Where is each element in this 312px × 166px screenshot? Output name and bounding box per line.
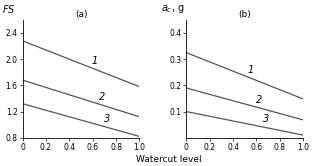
Text: (b): (b) — [238, 10, 251, 19]
Text: (a): (a) — [75, 10, 87, 19]
Text: 3: 3 — [104, 114, 110, 124]
Text: 2: 2 — [256, 95, 262, 105]
Text: 2: 2 — [99, 92, 105, 102]
Text: 1: 1 — [92, 56, 98, 66]
Text: Watercut level: Watercut level — [136, 155, 201, 164]
Text: 1: 1 — [247, 65, 254, 75]
Text: 3: 3 — [263, 114, 269, 124]
Text: $a_c$, g: $a_c$, g — [161, 3, 184, 15]
Text: $FS$: $FS$ — [2, 3, 15, 15]
